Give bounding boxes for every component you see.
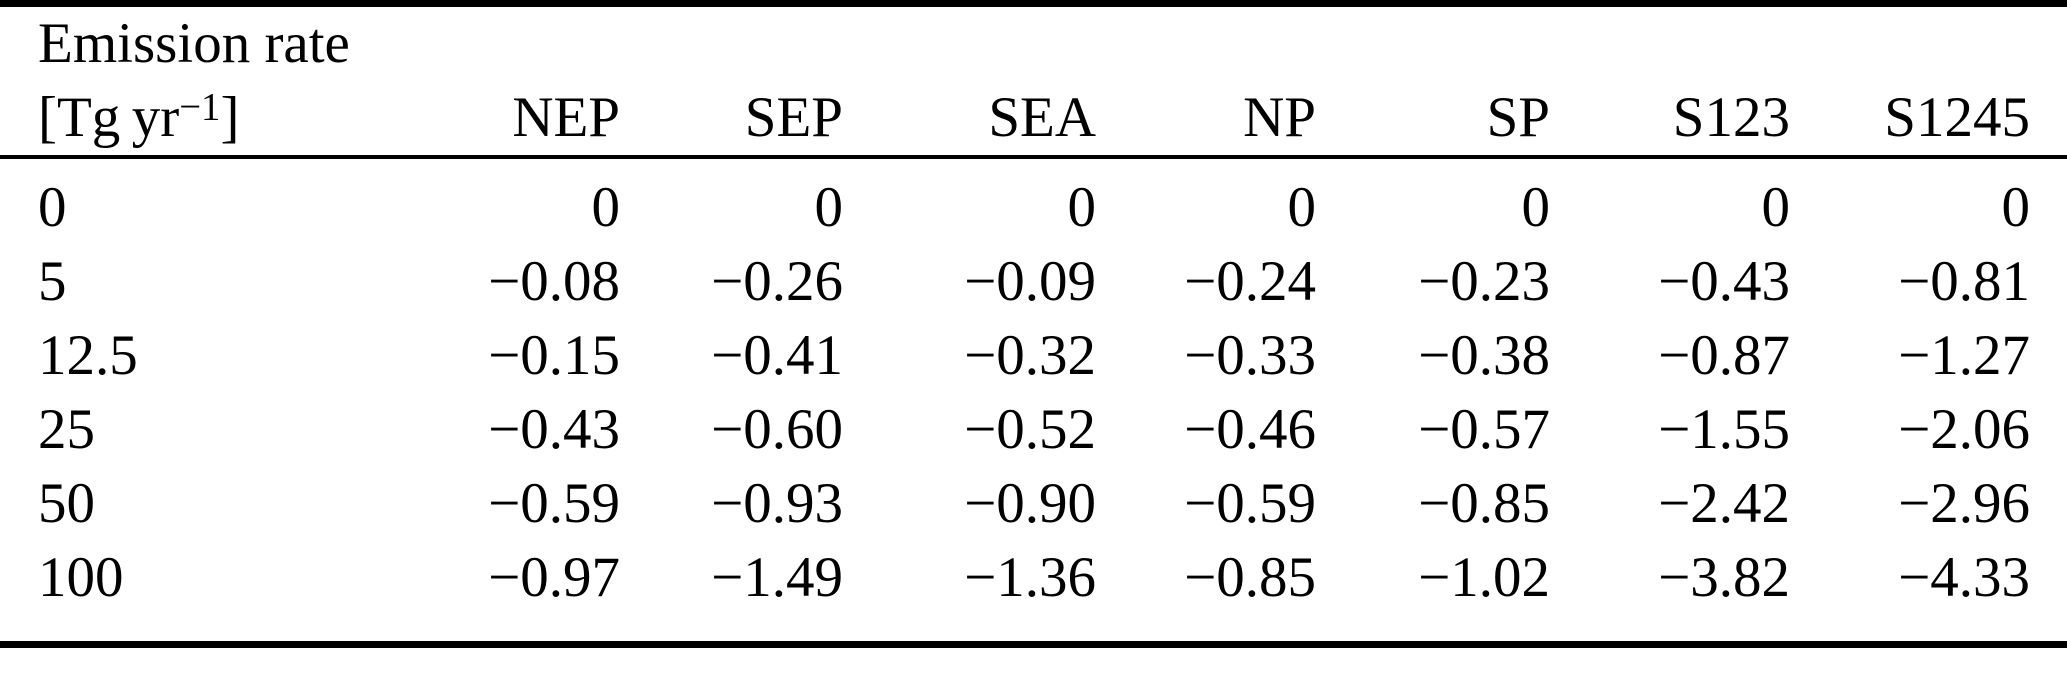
- table-row: 0 0 0 0 0 0 0 0: [0, 157, 2067, 245]
- value-cell: −1.02: [1418, 546, 1550, 609]
- unit-suffix: ]: [220, 86, 240, 149]
- value-cell: −1.55: [1658, 398, 1790, 461]
- value-cell: −0.15: [488, 324, 620, 387]
- emission-rate-table: Emission rate [Tg yr−1] NEP SEP SEA NP S…: [0, 0, 2067, 648]
- value-cell: −0.97: [488, 546, 620, 609]
- value-cell: −0.32: [964, 324, 1096, 387]
- header-emission-rate: Emission rate [Tg yr−1]: [0, 3, 380, 159]
- value-cell: −2.96: [1898, 472, 2030, 535]
- value-cell: 0: [591, 176, 621, 239]
- value-cell: 0: [1067, 176, 1097, 239]
- column-header-sep: SEP: [620, 3, 843, 159]
- value-cell: −2.42: [1658, 472, 1790, 535]
- value-cell: −0.43: [488, 398, 620, 461]
- header-row: Emission rate [Tg yr−1] NEP SEP SEA NP S…: [0, 3, 2067, 159]
- value-cell: −0.60: [711, 398, 843, 461]
- emission-rate-cell: 25: [38, 398, 95, 461]
- value-cell: −1.36: [964, 546, 1096, 609]
- value-cell: −0.57: [1418, 398, 1550, 461]
- value-cell: −0.23: [1418, 250, 1550, 313]
- column-header-sea: SEA: [843, 3, 1096, 159]
- value-cell: −0.93: [711, 472, 843, 535]
- table-body: 0 0 0 0 0 0 0 0 5 −0.08 −0.26 −0.09 −0.2…: [0, 157, 2067, 645]
- emission-rate-cell: 12.5: [38, 324, 138, 387]
- value-cell: −0.09: [964, 250, 1096, 313]
- column-header-np: NP: [1096, 3, 1316, 159]
- table-row: 100 −0.97 −1.49 −1.36 −0.85 −1.02 −3.82 …: [0, 541, 2067, 645]
- value-cell: 0: [1761, 176, 1791, 239]
- table-row: 50 −0.59 −0.93 −0.90 −0.59 −0.85 −2.42 −…: [0, 467, 2067, 541]
- emission-rate-unit: [Tg yr−1]: [38, 86, 239, 149]
- value-cell: −0.38: [1418, 324, 1550, 387]
- value-cell: 0: [1521, 176, 1551, 239]
- value-cell: −1.49: [711, 546, 843, 609]
- column-header-nep: NEP: [380, 3, 620, 159]
- value-cell: −2.06: [1898, 398, 2030, 461]
- table-row: 12.5 −0.15 −0.41 −0.32 −0.33 −0.38 −0.87…: [0, 319, 2067, 393]
- table-row: 25 −0.43 −0.60 −0.52 −0.46 −0.57 −1.55 −…: [0, 393, 2067, 467]
- value-cell: −0.59: [488, 472, 620, 535]
- value-cell: −0.43: [1658, 250, 1790, 313]
- column-header-sp: SP: [1316, 3, 1550, 159]
- emission-rate-cell: 100: [38, 546, 124, 609]
- value-cell: −4.33: [1898, 546, 2030, 609]
- value-cell: 0: [1287, 176, 1317, 239]
- value-cell: −0.08: [488, 250, 620, 313]
- value-cell: −0.87: [1658, 324, 1790, 387]
- emission-rate-cell: 0: [38, 176, 67, 239]
- value-cell: −0.26: [711, 250, 843, 313]
- column-header-s123: S123: [1550, 3, 1790, 159]
- emission-rate-cell: 50: [38, 472, 95, 535]
- value-cell: −0.33: [1184, 324, 1316, 387]
- value-cell: −0.24: [1184, 250, 1316, 313]
- value-cell: −0.81: [1898, 250, 2030, 313]
- column-header-s1245: S1245: [1790, 3, 2067, 159]
- emission-rate-cell: 5: [38, 250, 67, 313]
- value-cell: −0.52: [964, 398, 1096, 461]
- value-cell: −1.27: [1898, 324, 2030, 387]
- value-cell: 0: [814, 176, 844, 239]
- value-cell: −0.85: [1418, 472, 1550, 535]
- table-row: 5 −0.08 −0.26 −0.09 −0.24 −0.23 −0.43 −0…: [0, 245, 2067, 319]
- unit-superscript: −1: [179, 85, 221, 129]
- unit-prefix: [Tg yr: [38, 86, 180, 149]
- value-cell: −0.41: [711, 324, 843, 387]
- value-cell: −0.59: [1184, 472, 1316, 535]
- value-cell: 0: [2001, 176, 2031, 239]
- table-header: Emission rate [Tg yr−1] NEP SEP SEA NP S…: [0, 3, 2067, 159]
- value-cell: −0.90: [964, 472, 1096, 535]
- emission-rate-label: Emission rate: [38, 12, 350, 75]
- value-cell: −0.85: [1184, 546, 1316, 609]
- value-cell: −0.46: [1184, 398, 1316, 461]
- value-cell: −3.82: [1658, 546, 1790, 609]
